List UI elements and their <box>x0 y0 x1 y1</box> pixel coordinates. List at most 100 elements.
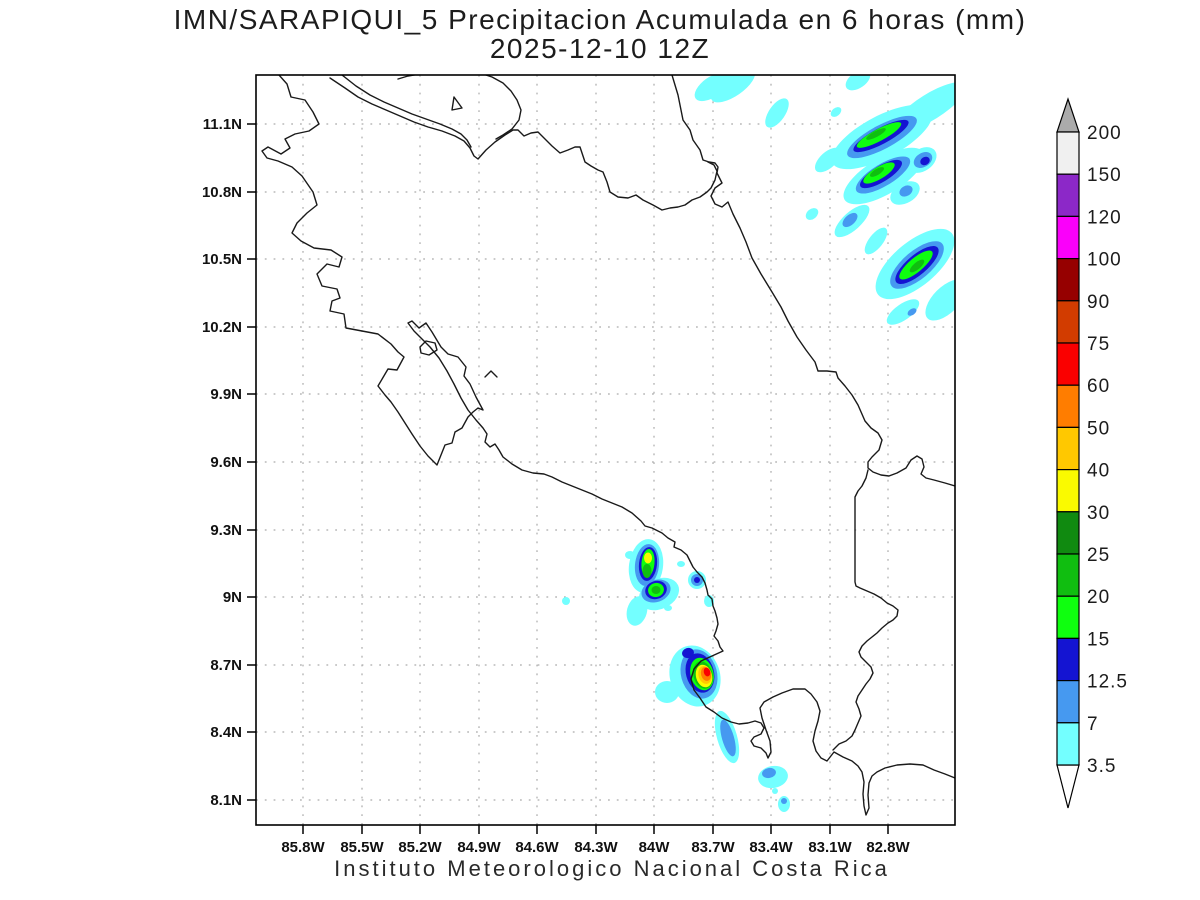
colorbar-segment <box>1056 469 1080 513</box>
precip-cell-ellipse <box>644 552 652 564</box>
colorbar-level-label: 60 <box>1087 376 1110 397</box>
colorbar-segment <box>1056 637 1080 682</box>
colorbar-segment <box>1056 384 1080 429</box>
colorbar-level-label: 30 <box>1087 503 1110 524</box>
coastline-borders <box>261 75 955 816</box>
source-caption: Instituto Meteorologico Nacional Costa R… <box>334 856 890 881</box>
figure-valid-time: 2025-12-10 12Z <box>490 33 710 64</box>
x-tick-label: 84W <box>639 839 671 856</box>
colorbar-level-label: 20 <box>1087 587 1110 608</box>
colorbar-segment <box>1056 258 1080 302</box>
x-tick-label: 84.9W <box>457 839 501 856</box>
pacific-coast-path <box>261 75 955 816</box>
x-tick-label: 84.3W <box>574 839 618 856</box>
y-axis: 11.1N 10.8N 10.5N 10.2N 9.9N 9.6N 9.3N 9N 8.7N 8.… <box>202 116 256 809</box>
x-axis: 85.8W 85.5W 85.2W 84.9W 84.6W 84.3W 84W 83.7W 83… <box>281 825 911 856</box>
colorbar-level-label: 150 <box>1087 165 1122 186</box>
y-tick-label: 8.1N <box>210 792 242 809</box>
precip-cell-ellipse <box>866 128 886 140</box>
panama-border-path <box>832 469 899 751</box>
caribbean-coast-path <box>671 75 955 487</box>
colorbar-segment <box>1056 553 1080 597</box>
precip-cell-ellipse <box>642 564 652 578</box>
x-tick-label: 82.8W <box>866 839 910 856</box>
colorbar-segment <box>1056 426 1080 471</box>
precip-cell-ellipse <box>869 167 885 177</box>
precip-cell-ellipse <box>694 75 730 102</box>
colorbar-segment <box>1056 131 1080 175</box>
colorbar-segment <box>1056 595 1080 640</box>
lake-shore-path <box>341 75 472 148</box>
precip-cell-ellipse <box>842 212 858 228</box>
precip-cell-ellipse <box>814 147 842 173</box>
y-tick-label: 8.4N <box>210 724 242 741</box>
precip-cell-ellipse <box>664 605 672 611</box>
colorbar-level-label: 50 <box>1087 418 1110 439</box>
x-tick-label: 84.6W <box>515 839 559 856</box>
precip-cell-ellipse <box>710 75 756 103</box>
colorbar-level-label: 100 <box>1087 250 1122 271</box>
precip-cell-ellipse <box>864 227 888 255</box>
colorbar-level-label: 75 <box>1087 334 1110 355</box>
colorbar-level-label: 200 <box>1087 123 1122 144</box>
colorbar-level-label: 15 <box>1087 629 1110 650</box>
y-tick-label: 11.1N <box>203 116 242 133</box>
precip-cell-ellipse <box>720 719 736 757</box>
x-tick-label: 83.1W <box>808 839 852 856</box>
y-tick-label: 10.2N <box>202 319 242 336</box>
precip-cell-ellipse <box>925 279 955 321</box>
precip-cell-ellipse <box>562 597 570 605</box>
y-tick-label: 9.9N <box>210 386 242 403</box>
precip-cell-ellipse <box>772 788 778 794</box>
precip-cell-ellipse <box>909 259 925 273</box>
precip-cell-ellipse <box>899 185 913 197</box>
colorbar-segment <box>1056 511 1080 555</box>
precip-cell-ellipse <box>682 647 694 659</box>
precip-cell-ellipse <box>762 767 776 779</box>
colorbar-level-label: 120 <box>1087 207 1122 228</box>
colorbar-level-label: 3.5 <box>1087 756 1116 777</box>
precip-cell-ellipse <box>907 308 917 316</box>
x-tick-label: 83.4W <box>749 839 793 856</box>
precip-cell-ellipse <box>651 586 661 594</box>
precip-cell-ellipse <box>805 208 819 220</box>
precip-cell-ellipse <box>758 765 788 789</box>
y-tick-label: 9.6N <box>210 454 242 471</box>
precip-cell-ellipse <box>694 577 700 583</box>
precip-cell-ellipse <box>765 98 789 128</box>
colorbar-level-label: 90 <box>1087 292 1110 313</box>
colorbar-level-label: 40 <box>1087 461 1110 482</box>
precip-cell-ellipse <box>625 551 635 559</box>
y-tick-label: 9.3N <box>210 522 242 539</box>
puntarenas-spit-path <box>484 370 498 378</box>
colorbar-segment <box>1056 300 1080 344</box>
x-tick-label: 85.5W <box>340 839 384 856</box>
precip-cell-ellipse <box>781 798 787 804</box>
y-tick-label: 9N <box>223 589 242 606</box>
colorbar-segment <box>1056 679 1080 724</box>
colorbar-segment <box>1056 215 1080 260</box>
colorbar-over-arrow <box>1056 97 1080 133</box>
map-frame <box>255 74 956 826</box>
x-tick-label: 83.7W <box>691 839 735 856</box>
x-tick-label: 85.8W <box>281 839 325 856</box>
colorbar-level-label: 25 <box>1087 545 1110 566</box>
precip-cell-ellipse <box>677 561 685 567</box>
colorbar-segment <box>1056 342 1080 386</box>
precip-cell-ellipse <box>920 156 930 166</box>
isla-chira-path <box>419 340 438 356</box>
colorbar: 200 150 120 100 90 75 60 50 40 30 25 20 15 12.5 7 3.5 <box>1056 97 1127 809</box>
precip-cell-ellipse <box>830 107 842 117</box>
lake-arc-path <box>397 75 522 140</box>
colorbar-level-label: 7 <box>1087 714 1099 735</box>
precip-cell-ellipse <box>626 596 648 626</box>
colorbar-segment <box>1056 722 1080 766</box>
nicaragua-border-path <box>329 77 718 211</box>
precip-cell-ellipse <box>703 667 711 677</box>
y-tick-label: 10.5N <box>202 251 242 268</box>
y-tick-label: 8.7N <box>210 657 242 674</box>
y-tick-label: 10.8N <box>202 184 242 201</box>
colorbar-under-arrow <box>1056 764 1080 809</box>
